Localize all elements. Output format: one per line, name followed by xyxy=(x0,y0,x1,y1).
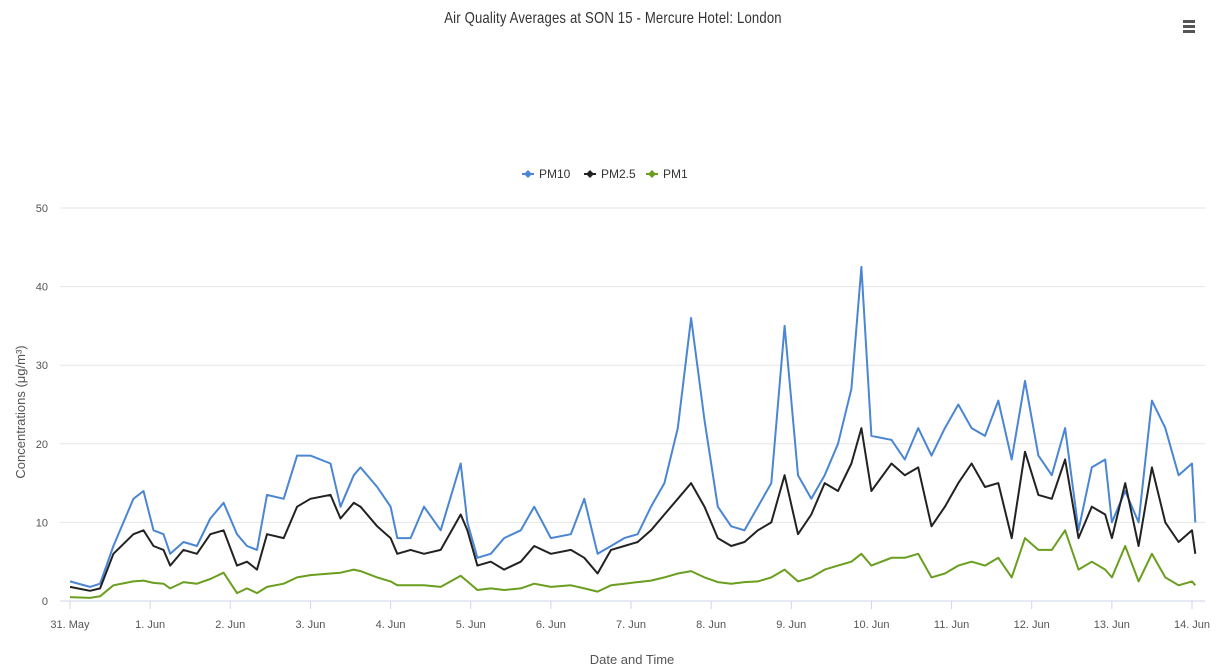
x-tick-label: 2. Jun xyxy=(215,619,245,631)
hamburger-icon-bar xyxy=(1183,25,1195,28)
legend-marker-icon xyxy=(524,170,532,178)
legend-item-pm10[interactable]: PM10 xyxy=(522,167,571,181)
x-tick-label: 10. Jun xyxy=(853,619,889,631)
y-axis: 0 10 20 30 40 50 xyxy=(36,203,48,608)
x-tick-label: 1. Jun xyxy=(135,619,165,631)
x-axis-title: Date and Time xyxy=(590,652,675,667)
y-tick-label: 40 xyxy=(36,282,48,294)
legend-label: PM10 xyxy=(539,167,571,181)
legend: PM10 PM2.5 PM1 xyxy=(522,167,688,181)
legend-item-pm25[interactable]: PM2.5 xyxy=(584,167,636,181)
x-tick-label: 6. Jun xyxy=(536,619,566,631)
y-tick-label: 20 xyxy=(36,439,48,451)
legend-marker-icon xyxy=(586,170,594,178)
hamburger-icon-bar xyxy=(1183,30,1195,33)
x-tick-label: 11. Jun xyxy=(934,619,969,631)
y-tick-label: 10 xyxy=(36,517,48,529)
x-tick-label: 13. Jun xyxy=(1094,619,1130,631)
legend-item-pm1[interactable]: PM1 xyxy=(646,167,688,181)
x-tick-label: 9. Jun xyxy=(776,619,806,631)
series-line-pm1[interactable] xyxy=(69,529,1197,599)
plot-area xyxy=(69,265,1197,599)
hamburger-icon xyxy=(1183,20,1195,23)
y-tick-label: 50 xyxy=(36,203,48,215)
x-tick-label: 8. Jun xyxy=(696,619,726,631)
x-tick-label: 5. Jun xyxy=(456,619,486,631)
y-tick-label: 30 xyxy=(36,360,48,372)
legend-label: PM1 xyxy=(663,167,688,181)
legend-label: PM2.5 xyxy=(601,167,636,181)
x-tick-label: 7. Jun xyxy=(616,619,646,631)
chart-menu-button[interactable] xyxy=(1181,16,1199,36)
chart-title: Air Quality Averages at SON 15 - Mercure… xyxy=(444,10,782,27)
x-tick-label: 12. Jun xyxy=(1014,619,1050,631)
grid xyxy=(60,207,1205,602)
y-axis-title: Concentrations (μg/m³) xyxy=(13,345,28,478)
x-tick-label: 31. May xyxy=(50,619,90,631)
x-tick-label: 4. Jun xyxy=(376,619,406,631)
series-line-pm10[interactable] xyxy=(69,265,1197,588)
x-tick-label: 3. Jun xyxy=(295,619,325,631)
x-tick-label: 14. Jun xyxy=(1174,619,1210,631)
x-axis: 31. May 1. Jun 2. Jun 3. Jun 4. Jun 5. Jun 6. … xyxy=(50,601,1210,631)
y-tick-label: 0 xyxy=(42,596,48,608)
legend-marker-icon xyxy=(648,170,656,178)
series-line-pm25[interactable] xyxy=(69,427,1197,592)
